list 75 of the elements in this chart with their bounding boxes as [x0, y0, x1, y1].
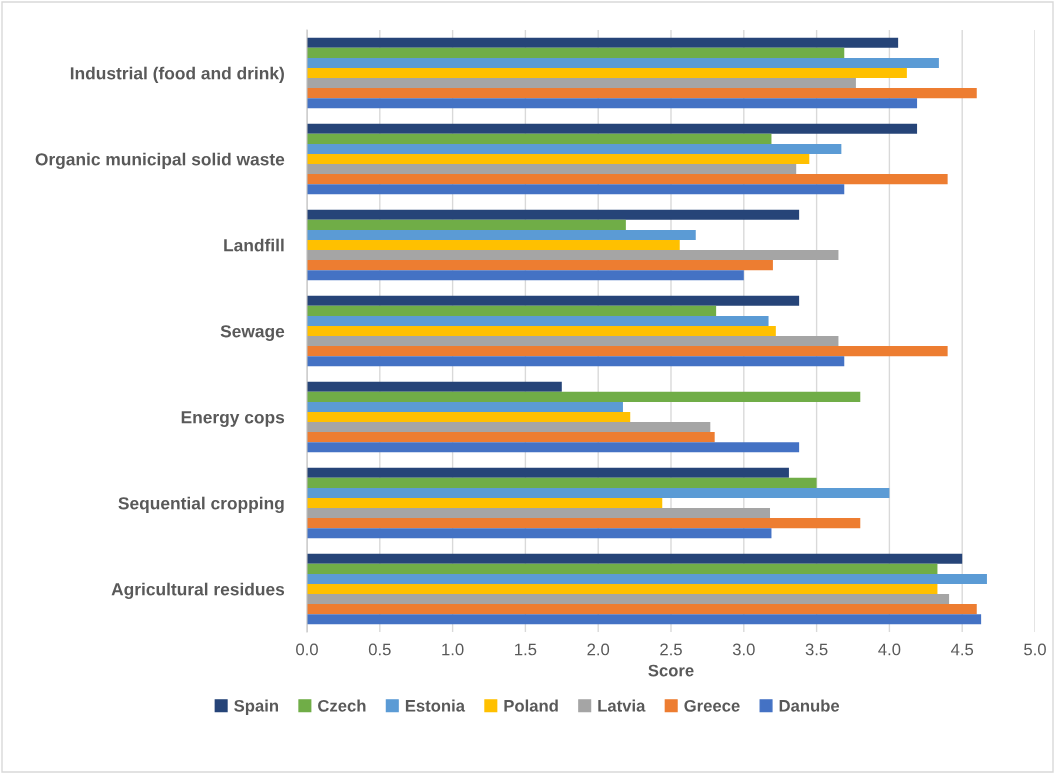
- bar: [307, 164, 797, 175]
- x-tick-label: 0.5: [368, 643, 391, 656]
- bar: [307, 325, 776, 337]
- legend-label: Czech: [318, 699, 366, 712]
- bar: [307, 356, 845, 367]
- bar: [307, 133, 772, 144]
- y-tick-label: Industrial (food and drink): [70, 66, 284, 83]
- bar: [307, 239, 680, 251]
- bar: [307, 47, 845, 58]
- y-tick-label: Sequential cropping: [118, 496, 284, 513]
- bar: [307, 401, 623, 412]
- bar: [307, 467, 789, 478]
- bar: [307, 174, 948, 185]
- legend-label: Estonia: [405, 699, 466, 712]
- bar: [307, 270, 744, 281]
- bar: [307, 594, 950, 605]
- bar: [307, 411, 631, 423]
- bar: [307, 432, 715, 443]
- legend-label: Spain: [234, 699, 279, 715]
- bar: [307, 315, 769, 326]
- bar: [307, 153, 810, 165]
- bar: [307, 553, 963, 564]
- legend-label: Greece: [684, 699, 740, 712]
- bar: [307, 583, 938, 595]
- x-tick-label: 5.0: [1024, 643, 1046, 656]
- y-tick-label: Agricultural residues: [111, 582, 285, 599]
- x-tick-label: 2.5: [660, 643, 682, 656]
- bar: [307, 442, 800, 453]
- bar: [307, 563, 938, 574]
- bar: [307, 305, 717, 316]
- legend-label: Latvia: [598, 699, 646, 712]
- bar: [307, 250, 839, 261]
- bar: [307, 184, 845, 195]
- bar: [307, 518, 861, 529]
- x-tick-label: 1.0: [442, 643, 464, 656]
- bar: [307, 260, 773, 271]
- x-tick-label: 4.5: [951, 643, 974, 656]
- bar: [307, 614, 982, 625]
- bar: [307, 229, 696, 240]
- bar: [307, 508, 771, 519]
- bar: [307, 88, 977, 99]
- bar: [307, 381, 562, 392]
- bar: [307, 143, 842, 154]
- bar: [307, 477, 817, 488]
- bar: [307, 37, 899, 48]
- bar: [307, 295, 800, 306]
- bar: [307, 98, 918, 109]
- bar: [307, 67, 907, 79]
- bar: [307, 123, 918, 134]
- y-tick-label: Energy cops: [181, 411, 285, 427]
- x-axis-title: Score: [648, 664, 694, 677]
- bar: [307, 604, 977, 615]
- bar: [307, 336, 839, 347]
- x-tick-label: 2.0: [587, 643, 610, 656]
- bar: [307, 209, 800, 220]
- bar: [307, 57, 939, 68]
- x-tick-label: 3.0: [732, 643, 755, 656]
- x-tick-label: 4.0: [878, 643, 901, 656]
- bar: [307, 422, 711, 433]
- y-tick-label: Landfill: [224, 238, 284, 252]
- bar: [307, 219, 626, 230]
- x-tick-label: 1.5: [515, 643, 537, 656]
- bar: [307, 391, 861, 402]
- bar: [307, 497, 663, 509]
- bar: [307, 528, 772, 539]
- bar: [307, 487, 890, 498]
- bar: [307, 573, 987, 584]
- legend-label: Danube: [779, 699, 840, 712]
- bar: [307, 78, 856, 89]
- x-tick-label: 3.5: [805, 643, 828, 656]
- bar: [307, 346, 948, 357]
- y-tick-label: Sewage: [220, 325, 285, 341]
- y-tick-label: Organic municipal solid waste: [35, 152, 285, 169]
- x-tick-label: 0.0: [296, 643, 318, 656]
- legend-label: Poland: [504, 699, 558, 712]
